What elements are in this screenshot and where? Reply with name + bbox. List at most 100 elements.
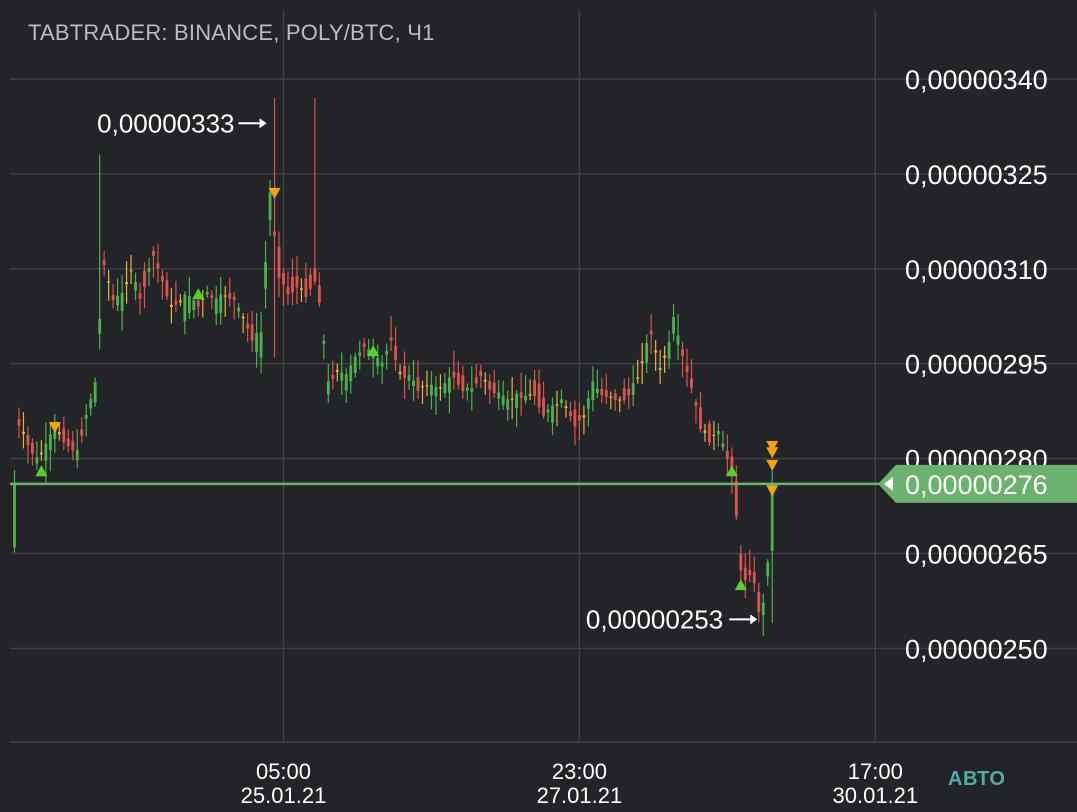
candle-body <box>326 381 330 395</box>
candle-body <box>577 415 581 421</box>
candle-body <box>461 375 465 392</box>
signals-layer <box>35 187 779 591</box>
candle-body <box>125 282 129 285</box>
candle-body <box>752 572 756 584</box>
candle-body <box>192 300 196 311</box>
candle-body <box>286 286 290 295</box>
candle-body <box>609 396 613 398</box>
candle-body <box>645 343 649 363</box>
candle-body <box>703 430 707 433</box>
candle-body <box>322 340 326 344</box>
candle-body <box>407 375 411 381</box>
candle-body <box>483 379 487 382</box>
candle-body <box>30 442 34 454</box>
y-tick-label: 0,00000250 <box>905 634 1048 664</box>
candle-body <box>398 371 402 374</box>
y-tick-label: 0,00000265 <box>905 540 1048 570</box>
sell-signal-marker <box>268 187 281 199</box>
candle-body <box>273 231 276 236</box>
candle-body <box>264 262 267 289</box>
candle-body <box>510 398 514 400</box>
candle-body <box>551 405 554 423</box>
candle-body <box>22 431 25 435</box>
candle-body <box>663 355 667 358</box>
auto-scale-button[interactable]: АВТО <box>948 768 1006 790</box>
candle-body <box>317 285 321 304</box>
candle-body <box>443 383 447 394</box>
candle-body <box>344 373 348 391</box>
buy-signal-marker <box>35 465 48 477</box>
candle-body <box>685 365 689 372</box>
candle-body <box>228 293 232 299</box>
candle-body <box>412 380 415 386</box>
candle-body <box>452 371 456 378</box>
candle-body <box>89 399 93 409</box>
candle-body <box>479 370 483 377</box>
y-tick-label: 0,00000340 <box>905 65 1048 95</box>
sell-signal-marker <box>766 459 779 471</box>
x-tick-date: 30.01.21 <box>833 783 919 807</box>
candle-body <box>353 356 357 374</box>
candle-body <box>555 404 559 406</box>
y-tick-label: 0,00000295 <box>905 350 1048 380</box>
candle-body <box>385 351 389 355</box>
current-price-tag-arrow <box>884 476 893 491</box>
candle-body <box>93 382 97 403</box>
candle-body <box>430 384 433 396</box>
candle-body <box>39 452 43 455</box>
candle-body <box>143 270 146 288</box>
candle-body <box>161 275 164 282</box>
sell-signal-marker <box>766 440 779 452</box>
candle-body <box>17 419 21 426</box>
candle-body <box>631 383 635 396</box>
candle-body <box>694 402 698 406</box>
chart-title: TABTRADER: BINANCE, POLY/BTC, Ч1 <box>28 20 435 45</box>
candle-body <box>716 431 720 435</box>
candle-body <box>291 276 294 293</box>
candle-body <box>636 377 640 379</box>
candle-body <box>618 399 622 401</box>
candle-body <box>48 434 52 450</box>
candle-body <box>98 318 102 334</box>
candle-body <box>371 355 375 359</box>
candle-body <box>712 434 716 437</box>
candle-body <box>761 602 765 616</box>
candle-body <box>734 480 738 517</box>
candle-body <box>743 567 747 581</box>
candle-body <box>147 268 151 272</box>
candle-body <box>129 270 133 272</box>
buy-signal-marker <box>367 345 380 357</box>
candle-body <box>438 387 442 389</box>
candle-body <box>66 438 70 447</box>
candle-body <box>654 350 658 353</box>
candle-body <box>582 415 586 418</box>
sell-signal-marker <box>766 447 779 459</box>
candle-body <box>75 449 79 461</box>
candle-body <box>757 592 761 613</box>
candle-body <box>649 330 653 335</box>
candle-body <box>506 399 510 410</box>
candle-body <box>169 304 173 307</box>
candle-body <box>456 372 460 385</box>
candle-body <box>492 382 496 394</box>
y-axis: 0,00000340 0,00000325 0,00000310 0,00000295… <box>905 65 1048 664</box>
candle-body <box>524 395 528 401</box>
candle-body <box>681 349 684 356</box>
candle-body <box>640 361 644 364</box>
candle-body <box>201 298 205 301</box>
candle-body <box>533 380 537 397</box>
candle-body <box>595 388 599 393</box>
candle-body <box>676 335 680 345</box>
candle-body <box>389 337 393 341</box>
candle-body <box>362 343 366 347</box>
candle-body <box>116 295 120 306</box>
candle-body <box>241 316 245 319</box>
candle-body <box>425 385 429 387</box>
candle-body <box>295 276 299 288</box>
candle-body <box>394 345 398 360</box>
candle-body <box>165 280 169 297</box>
candles-layer <box>13 97 774 636</box>
